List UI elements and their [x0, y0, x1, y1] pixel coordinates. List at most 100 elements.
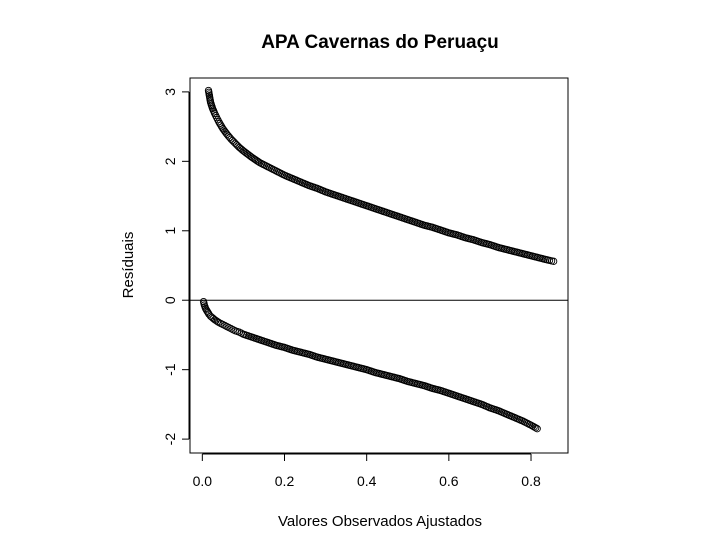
data-point-interp	[530, 423, 538, 431]
plot-frame	[189, 77, 569, 454]
data-point-interp	[353, 198, 361, 207]
data-point-interp	[451, 391, 460, 400]
y-tick-label: -1	[162, 363, 178, 376]
y-tick-label: 1	[162, 227, 178, 235]
data-point-interp	[328, 190, 336, 198]
data-point-interp	[225, 324, 233, 332]
data-point-interp	[210, 108, 218, 116]
data-point-interp	[509, 247, 517, 255]
x-tick-label: 0.6	[439, 473, 459, 489]
data-point-interp	[484, 240, 492, 248]
data-point-interp	[547, 257, 556, 265]
y-axis-label: Resíduais	[120, 232, 137, 299]
chart-title: APA Cavernas do Peruaçu	[261, 32, 499, 53]
y-tick-label: 2	[162, 157, 178, 165]
data-point-interp	[427, 384, 435, 392]
data-point-interp	[320, 187, 328, 195]
data-point-interp	[501, 409, 509, 418]
data-point-interp	[476, 238, 484, 246]
data-point-interp	[418, 381, 427, 389]
data-point-interp	[492, 406, 501, 414]
data-point-interp	[246, 332, 254, 341]
data-point-interp	[531, 424, 540, 432]
data-point-interp	[377, 370, 386, 378]
y-tick-label: 0	[162, 296, 178, 304]
data-point-interp	[443, 228, 451, 236]
data-point-interp	[200, 299, 208, 307]
y-tick-label: 3	[162, 88, 178, 96]
data-point-interp	[377, 207, 386, 215]
data-point-interp	[217, 319, 225, 328]
data-point-interp	[468, 235, 476, 244]
scatter-points	[199, 86, 558, 433]
data-point-interp	[336, 193, 345, 201]
data-point-interp	[386, 372, 394, 380]
data-point-interp	[468, 397, 476, 405]
data-point-interp	[525, 251, 534, 260]
data-point-interp	[427, 223, 435, 231]
data-point-interp	[224, 132, 232, 140]
data-point-interp	[212, 111, 220, 120]
data-point-interp	[232, 141, 241, 149]
x-axis-label: Valores Observados Ajustados	[278, 513, 482, 530]
data-point-interp	[484, 403, 492, 411]
data-point-interp	[410, 379, 418, 387]
data-point-interp	[517, 249, 525, 257]
data-point-interp	[402, 377, 410, 385]
data-point-interp	[369, 204, 377, 212]
data-point-interp	[361, 201, 369, 209]
data-point-interp	[295, 177, 303, 186]
data-point-interp	[303, 181, 312, 189]
data-point-interp	[533, 253, 542, 262]
data-point-interp	[279, 170, 287, 179]
data-point-interp	[312, 352, 320, 361]
x-tick-label: 0.4	[357, 473, 377, 489]
data-point-interp	[208, 103, 216, 111]
data-point-interp	[216, 119, 224, 128]
data-point-interp	[459, 233, 468, 241]
data-point-interp	[476, 400, 484, 408]
data-point-interp	[492, 243, 501, 251]
data-point-interp	[509, 413, 517, 421]
data-point-interp	[344, 361, 353, 369]
data-point-interp	[369, 368, 377, 376]
x-tick-label: 0.8	[521, 473, 541, 489]
data-point-interp	[214, 116, 222, 124]
data-point-interp	[254, 335, 262, 343]
data-point-interp	[228, 136, 237, 145]
data-point-interp	[295, 348, 303, 356]
data-point-interp	[353, 363, 361, 371]
data-point-interp	[320, 355, 328, 363]
data-point-interp	[328, 357, 336, 365]
data-point-interp	[303, 350, 312, 358]
data-point-interp	[205, 92, 214, 100]
data-point-interp	[451, 230, 460, 239]
x-axis: 0.0 0.2 0.4 0.6 0.8	[193, 453, 541, 489]
data-point-interp	[287, 174, 295, 182]
data-point-interp	[221, 321, 229, 330]
data-point-interp	[361, 365, 369, 373]
data-point-interp	[394, 212, 402, 220]
data-point-interp	[336, 359, 345, 367]
data-point-interp	[204, 309, 212, 317]
data-point-interp	[229, 326, 237, 334]
data-point-interp	[386, 209, 394, 218]
data-point-interp	[410, 218, 418, 226]
data-point-interp	[443, 389, 451, 397]
x-tick-label: 0.0	[193, 473, 213, 489]
y-tick-label: -2	[162, 433, 178, 446]
data-point-interp	[435, 225, 443, 234]
data-point-interp	[402, 215, 410, 223]
data-point-interp	[394, 374, 402, 382]
data-point-interp	[233, 327, 241, 336]
data-point-interp	[287, 346, 295, 354]
y-axis: -2 -1 0 1 2 3	[162, 88, 190, 446]
data-point-interp	[501, 245, 509, 253]
data-point-interp	[262, 338, 271, 346]
data-point-interp	[435, 386, 443, 394]
data-point-interp	[418, 221, 427, 229]
x-tick-label: 0.2	[275, 473, 295, 489]
data-point-interp	[459, 394, 468, 402]
data-point-interp	[312, 184, 320, 192]
